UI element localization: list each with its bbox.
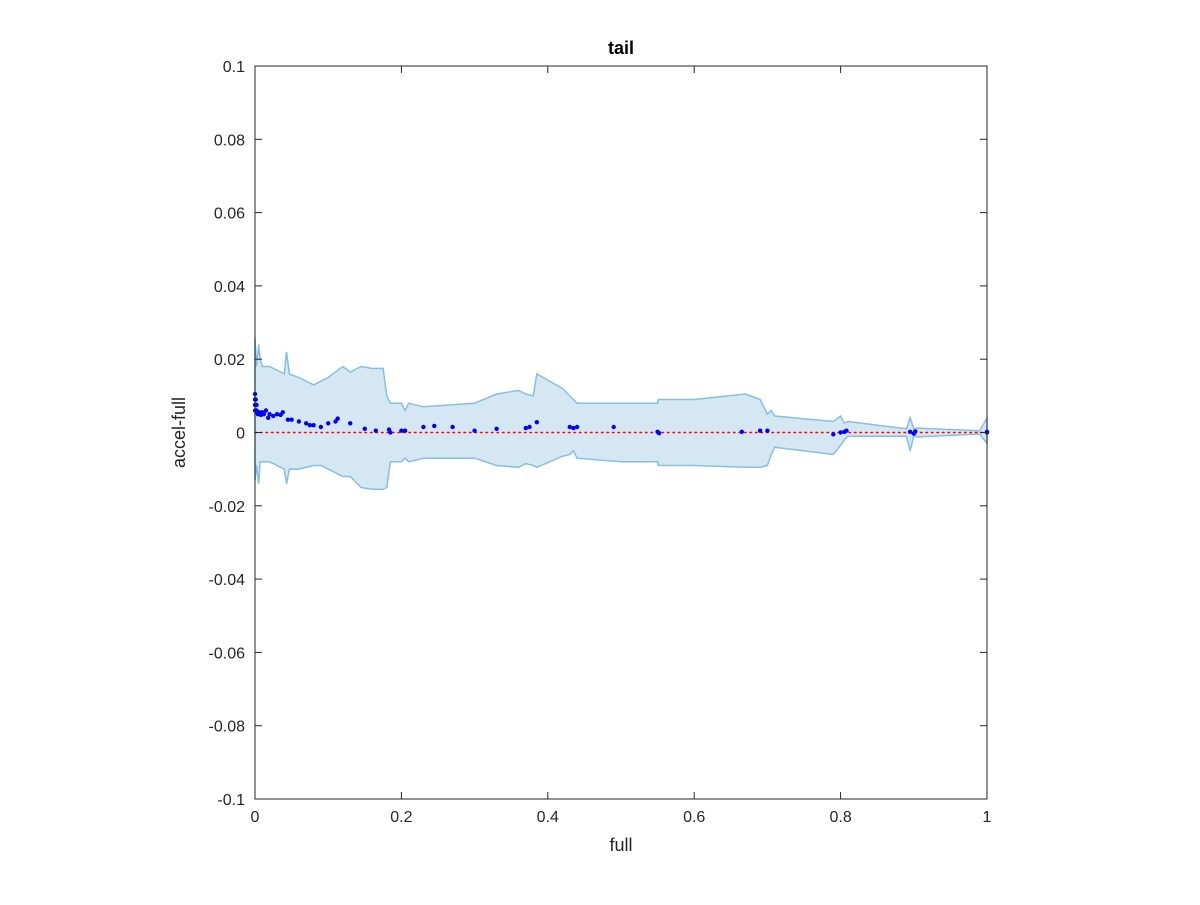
data-point <box>574 424 580 430</box>
data-point <box>527 424 532 430</box>
y-tick-label: 0.04 <box>214 279 245 296</box>
y-tick-label: 0.08 <box>214 132 245 149</box>
y-axis-label: accel-full <box>169 397 189 468</box>
data-point <box>432 423 437 429</box>
x-axis-label: full <box>609 835 632 855</box>
data-point <box>263 408 269 413</box>
data-point <box>267 412 272 417</box>
data-point <box>907 429 913 434</box>
data-point <box>611 424 616 430</box>
data-point <box>399 428 404 433</box>
y-tick-label: 0.06 <box>214 206 245 223</box>
y-tick-label: 0.1 <box>223 59 245 76</box>
data-point <box>318 424 324 430</box>
data-point <box>296 419 302 424</box>
data-point <box>326 421 331 426</box>
y-tick-label: 0 <box>236 426 245 443</box>
data-point <box>765 428 770 433</box>
data-point <box>739 429 744 434</box>
data-point <box>304 421 309 426</box>
data-point <box>831 432 836 437</box>
x-tick-label: 0 <box>251 809 260 826</box>
data-point <box>534 420 539 425</box>
x-axis-ticks: 0 0.2 0.4 0.6 0.8 1 <box>251 66 992 826</box>
y-tick-label: 0.02 <box>214 352 245 369</box>
data-point <box>472 428 477 433</box>
data-points-layer <box>252 391 990 437</box>
y-tick-label: -0.1 <box>217 792 245 809</box>
data-point <box>307 423 313 428</box>
data-point <box>362 426 367 431</box>
data-point <box>348 421 353 426</box>
x-tick-label: 0.2 <box>390 809 412 826</box>
data-point <box>373 428 378 433</box>
y-tick-label: -0.06 <box>209 645 246 662</box>
data-point <box>571 425 576 431</box>
data-point <box>844 428 849 433</box>
data-point <box>913 429 918 434</box>
data-point <box>271 413 276 419</box>
data-point <box>266 415 271 420</box>
data-point <box>289 417 294 422</box>
data-point <box>261 412 266 417</box>
data-point <box>656 431 662 436</box>
data-point <box>253 397 258 402</box>
y-tick-label: -0.04 <box>209 572 246 589</box>
data-point <box>567 424 572 430</box>
data-point <box>285 417 291 422</box>
data-point <box>335 416 340 421</box>
y-tick-label: -0.08 <box>209 719 246 736</box>
data-point <box>421 424 426 430</box>
y-axis-ticks: -0.1 -0.08 -0.06 -0.04 -0.02 0 0.02 0.04 0.06 0.0… <box>209 59 987 809</box>
x-tick-label: 1 <box>983 809 992 826</box>
x-tick-label: 0.8 <box>829 809 851 826</box>
data-point <box>402 428 408 433</box>
data-point <box>757 428 763 433</box>
data-point <box>311 423 316 428</box>
x-tick-label: 0.6 <box>683 809 705 826</box>
chart-title: tail <box>608 38 634 58</box>
y-tick-label: -0.02 <box>209 499 246 516</box>
x-tick-label: 0.4 <box>537 809 559 826</box>
data-point <box>523 425 528 431</box>
data-point <box>494 426 499 431</box>
data-point <box>450 424 455 430</box>
data-point <box>280 410 285 415</box>
data-point <box>838 430 843 435</box>
data-point <box>388 430 393 435</box>
data-point <box>274 412 280 417</box>
